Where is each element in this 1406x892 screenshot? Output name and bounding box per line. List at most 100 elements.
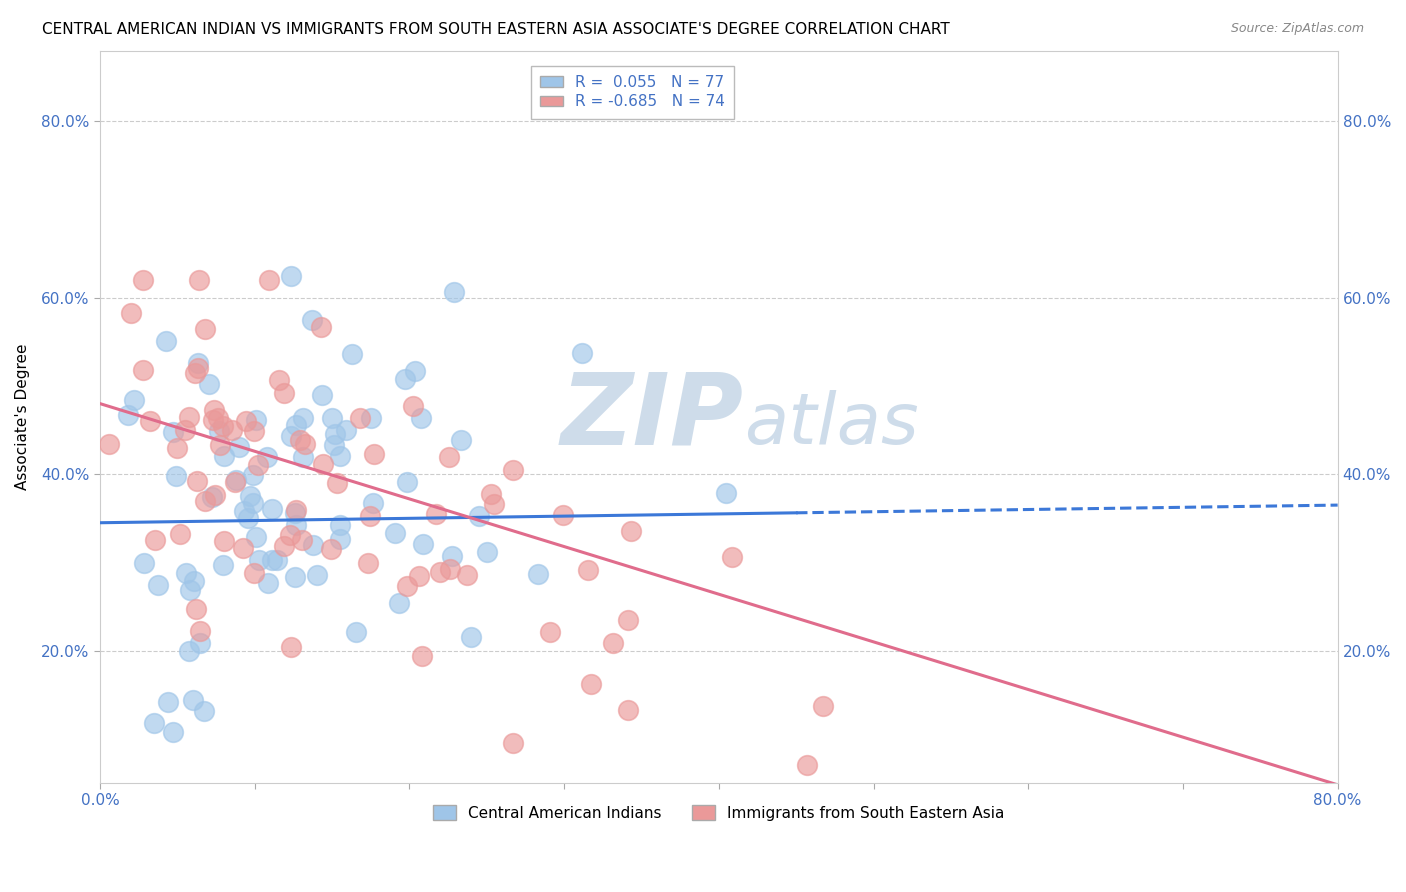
- Point: [124, 393, 146, 408]
- Point: [292, 450, 315, 464]
- Point: [502, 463, 524, 477]
- Point: [162, 425, 184, 439]
- Point: [475, 545, 498, 559]
- Point: [132, 363, 155, 377]
- Point: [440, 549, 463, 563]
- Point: [155, 334, 177, 348]
- Point: [193, 704, 215, 718]
- Point: [437, 450, 460, 465]
- Point: [329, 517, 352, 532]
- Point: [212, 449, 235, 463]
- Point: [188, 624, 211, 639]
- Point: [344, 625, 367, 640]
- Point: [280, 640, 302, 654]
- Point: [225, 474, 247, 488]
- Point: [468, 508, 491, 523]
- Text: Source: ZipAtlas.com: Source: ZipAtlas.com: [1230, 22, 1364, 36]
- Point: [204, 402, 226, 417]
- Point: [307, 568, 329, 582]
- Y-axis label: Associate's Degree: Associate's Degree: [15, 343, 30, 490]
- Point: [181, 693, 204, 707]
- Point: [236, 511, 259, 525]
- Point: [98, 437, 121, 451]
- Point: [169, 526, 191, 541]
- Point: [285, 518, 308, 533]
- Point: [212, 419, 235, 434]
- Point: [450, 434, 472, 448]
- Point: [284, 506, 307, 520]
- Point: [187, 356, 209, 370]
- Point: [396, 579, 419, 593]
- Point: [242, 566, 264, 581]
- Point: [312, 457, 335, 471]
- Point: [326, 476, 349, 491]
- Point: [363, 447, 385, 461]
- Point: [257, 273, 280, 287]
- Point: [479, 486, 502, 500]
- Point: [224, 475, 246, 489]
- Point: [201, 412, 224, 426]
- Point: [288, 433, 311, 447]
- Point: [335, 423, 357, 437]
- Point: [184, 601, 207, 615]
- Point: [576, 563, 599, 577]
- Point: [321, 542, 343, 557]
- Point: [394, 372, 416, 386]
- Point: [811, 698, 834, 713]
- Point: [132, 273, 155, 287]
- Point: [245, 530, 267, 544]
- Point: [247, 458, 270, 473]
- Point: [538, 625, 561, 640]
- Point: [409, 411, 432, 425]
- Point: [232, 541, 254, 556]
- Point: [571, 345, 593, 359]
- Point: [204, 487, 226, 501]
- Point: [411, 649, 433, 664]
- Point: [602, 636, 624, 650]
- Point: [404, 363, 426, 377]
- Point: [425, 508, 447, 522]
- Point: [329, 449, 352, 463]
- Point: [620, 524, 643, 538]
- Point: [617, 613, 640, 627]
- Point: [269, 374, 291, 388]
- Point: [617, 703, 640, 717]
- Point: [412, 537, 434, 551]
- Point: [117, 408, 139, 422]
- Point: [188, 635, 211, 649]
- Point: [278, 527, 301, 541]
- Point: [322, 437, 344, 451]
- Point: [439, 562, 461, 576]
- Legend: Central American Indians, Immigrants from South Eastern Asia: Central American Indians, Immigrants fro…: [427, 798, 1011, 827]
- Point: [188, 273, 211, 287]
- Point: [395, 475, 418, 489]
- Point: [194, 322, 217, 336]
- Point: [359, 509, 381, 524]
- Text: CENTRAL AMERICAN INDIAN VS IMMIGRANTS FROM SOUTH EASTERN ASIA ASSOCIATE'S DEGREE: CENTRAL AMERICAN INDIAN VS IMMIGRANTS FR…: [42, 22, 950, 37]
- Point: [309, 320, 332, 334]
- Point: [302, 537, 325, 551]
- Point: [284, 418, 307, 433]
- Point: [349, 411, 371, 425]
- Point: [361, 496, 384, 510]
- Point: [285, 503, 308, 517]
- Point: [242, 468, 264, 483]
- Point: [280, 269, 302, 284]
- Point: [211, 558, 233, 572]
- Point: [242, 496, 264, 510]
- Point: [183, 574, 205, 589]
- Point: [714, 486, 737, 500]
- Point: [402, 399, 425, 413]
- Point: [357, 556, 380, 570]
- Point: [360, 411, 382, 425]
- Point: [165, 468, 187, 483]
- Point: [207, 411, 229, 425]
- Point: [443, 285, 465, 300]
- Text: atlas: atlas: [744, 390, 918, 458]
- Point: [256, 450, 278, 464]
- Point: [208, 437, 231, 451]
- Point: [323, 426, 346, 441]
- Point: [482, 497, 505, 511]
- Point: [145, 533, 167, 547]
- Point: [235, 414, 257, 428]
